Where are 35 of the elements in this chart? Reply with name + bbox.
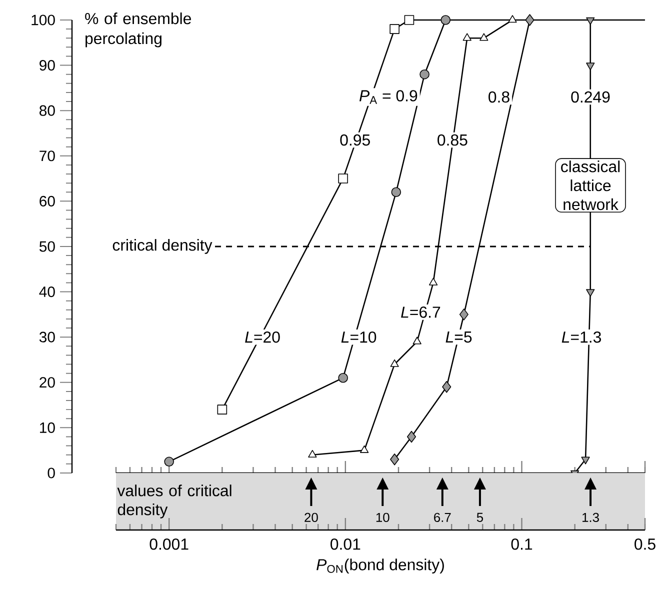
text: 6.7: [434, 512, 451, 522]
y-tick-label: 80: [40, 105, 55, 116]
annotation: L=5: [446, 332, 472, 343]
y-tick-label: 40: [39, 286, 55, 298]
ref-line-label: critical density: [112, 239, 212, 254]
y-tick-label: 50: [39, 241, 55, 252]
x-tick-label: 0.5: [634, 538, 656, 550]
x-tick-label: 0.1: [511, 538, 532, 550]
y-tick-label: 30: [39, 332, 55, 342]
y-tick-label: 20: [40, 377, 55, 388]
y-tick-label: 90: [40, 60, 55, 71]
annotation: 0.95: [340, 134, 370, 146]
annotation: L=10: [341, 331, 376, 343]
text: 1.3: [582, 512, 599, 522]
annotation: L=1.3: [562, 331, 601, 343]
text: values of critical density: [117, 484, 232, 518]
y-tick-label: 70: [40, 150, 55, 162]
y-axis-title: % of ensemble percolating: [85, 12, 191, 48]
annotation: 0.8: [488, 91, 510, 103]
x-tick-label: 0.001: [150, 538, 188, 550]
annotation: 0.85: [438, 134, 468, 146]
annotation: classical lattice network: [561, 160, 620, 210]
annotation: L=6.7: [401, 306, 440, 318]
x-axis-title: P$_{ON}$(bond density): [316, 558, 444, 574]
y-tick-label: 60: [40, 196, 55, 206]
annotation: P$_{A}$ = 0.9: [359, 90, 418, 104]
y-tick-label: 10: [40, 422, 55, 433]
x-tick-label: 0.01: [330, 538, 360, 550]
annotation: L=20: [245, 331, 280, 343]
annotation: 0.249: [571, 91, 610, 103]
y-tick-label: 0: [48, 468, 55, 478]
text: 20: [304, 512, 318, 522]
text: 10: [376, 512, 390, 522]
text: 5: [476, 512, 484, 522]
y-tick-label: 100: [32, 14, 55, 26]
